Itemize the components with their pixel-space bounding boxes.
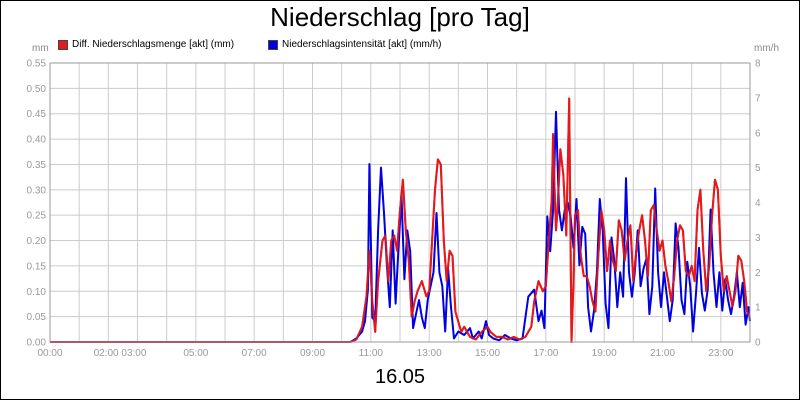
legend-label-intensitaet: Niederschlagsintensität [akt] (mm/h): [282, 39, 442, 50]
x-tick-label: 11:00: [359, 348, 384, 359]
x-tick-label: 23:00: [708, 348, 733, 359]
legend-swatch-red: [58, 39, 68, 50]
y-left-tick-label: 0.30: [27, 185, 47, 196]
y-left-tick-label: 0.15: [27, 261, 47, 272]
y-right-tick-label: 7: [755, 93, 761, 104]
x-tick-label: 13:00: [417, 348, 442, 359]
y-right-tick-label: 3: [755, 233, 761, 244]
legend-item-intensitaet: Niederschlagsintensität [akt] (mm/h): [268, 39, 442, 50]
y-left-tick-label: 0.55: [27, 59, 47, 70]
x-tick-label: 15:00: [475, 348, 500, 359]
y-right-tick-label: 6: [755, 128, 761, 139]
legend-item-menge: Diff. Niederschlagsmenge [akt] (mm): [58, 39, 234, 50]
y-right-tick-label: 4: [755, 198, 761, 209]
x-tick-label: 02:00 03:00: [94, 348, 147, 359]
y-left-tick-label: 0.35: [27, 160, 47, 171]
date-label: 16.05: [374, 366, 426, 388]
x-tick-label: 09:00: [300, 348, 325, 359]
y-right-tick-label: 2: [755, 268, 761, 279]
x-tick-label: 17:00: [533, 348, 558, 359]
y-left-tick-label: 0.50: [27, 84, 47, 95]
y-right-tick-label: 0: [755, 338, 761, 349]
y-left-tick-label: 0.10: [27, 287, 47, 298]
y-left-tick-label: 0.20: [27, 236, 47, 247]
chart-title: Niederschlag [pro Tag]: [270, 2, 530, 32]
x-tick-label: 07:00: [242, 348, 267, 359]
x-tick-label: 21:00: [650, 348, 675, 359]
plot-border: [49, 62, 751, 343]
x-tick-label: 05:00: [183, 348, 208, 359]
x-tick-label: 19:00: [592, 348, 617, 359]
y-left-tick-label: 0.25: [27, 211, 47, 222]
y-right-tick-label: 5: [755, 163, 761, 174]
y-left-tick-label: 0.00: [27, 338, 47, 349]
y-left-tick-label: 0.40: [27, 135, 47, 146]
y-right-tick-label: 1: [755, 303, 761, 314]
legend-swatch-blue: [268, 39, 278, 50]
y-left-tick-label: 0.45: [27, 109, 47, 120]
y-right-tick-label: 8: [755, 59, 761, 70]
x-tick-label: 00:00: [37, 348, 62, 359]
legend-label-menge: Diff. Niederschlagsmenge [akt] (mm): [72, 39, 235, 50]
series-line-menge-overlay: [50, 97, 751, 343]
y-left-tick-label: 0.05: [27, 312, 47, 323]
right-axis-unit: mm/h: [754, 43, 779, 54]
left-axis-unit: mm: [32, 43, 49, 54]
